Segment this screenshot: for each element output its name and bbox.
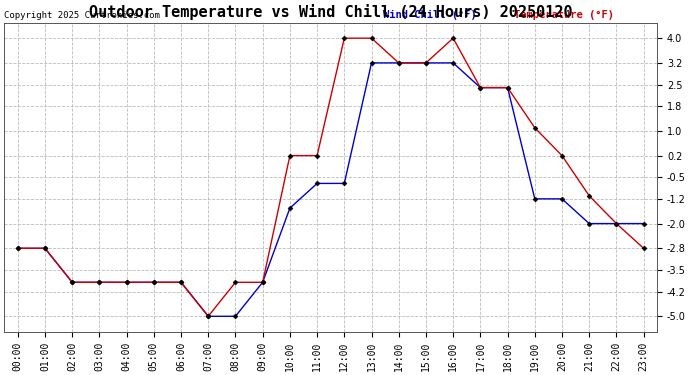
Text: Temperature (°F): Temperature (°F) [513,10,613,20]
Text: Copyright 2025 Curtronics.com: Copyright 2025 Curtronics.com [4,10,160,20]
Text: Wind Chill (°F): Wind Chill (°F) [383,10,477,20]
Title: Outdoor Temperature vs Wind Chill (24 Hours) 20250120: Outdoor Temperature vs Wind Chill (24 Ho… [89,4,573,20]
